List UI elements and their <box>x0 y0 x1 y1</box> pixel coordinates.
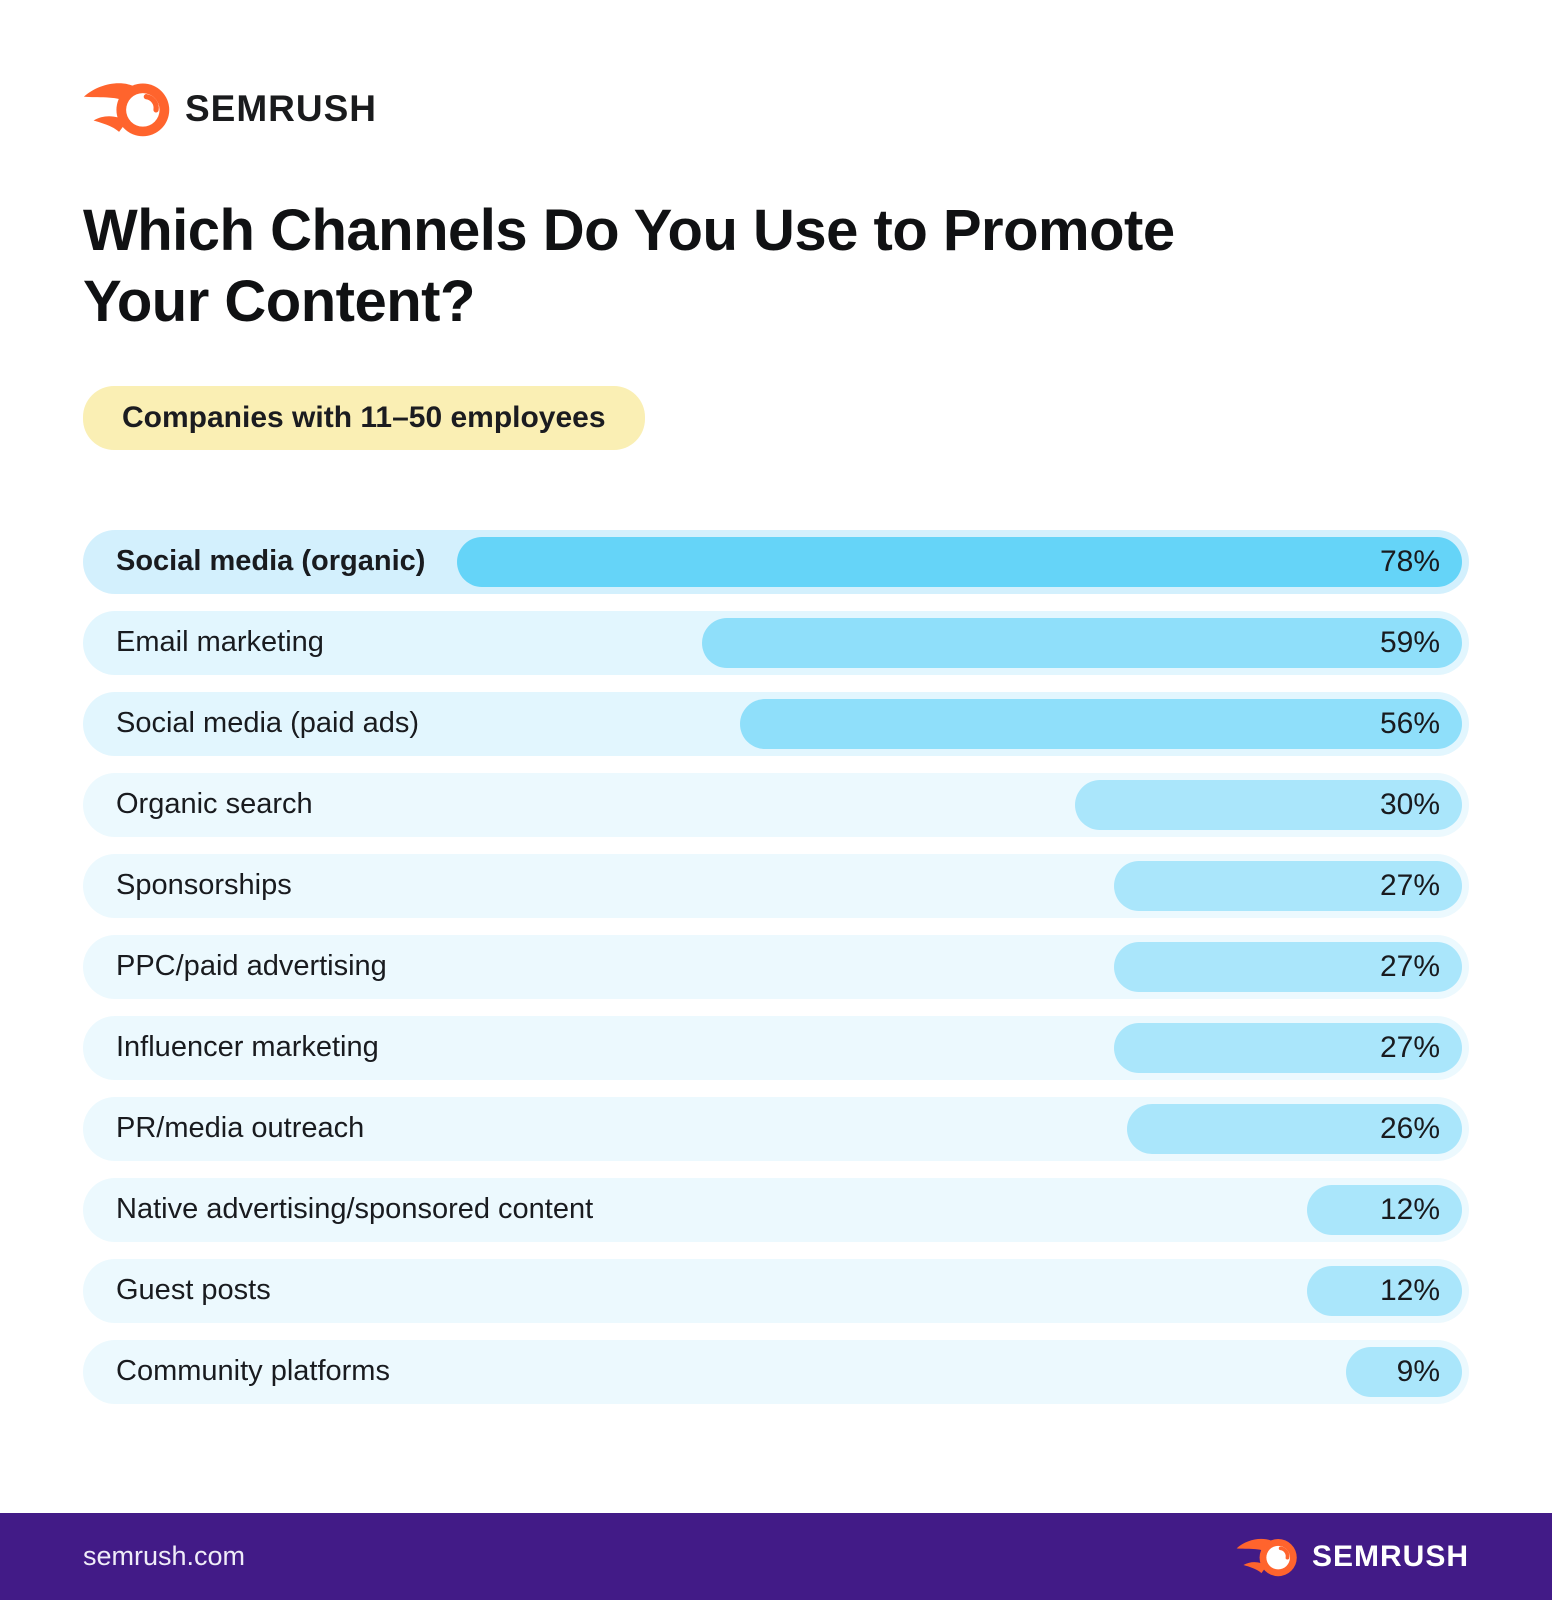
footer-semrush-logo: SEMRUSH <box>1236 1535 1469 1579</box>
bar-fill: 12% <box>1307 1184 1462 1235</box>
bar-value: 27% <box>1379 949 1440 983</box>
bar-value: 59% <box>1379 625 1440 659</box>
bar-label: Native advertising/sponsored content <box>116 1193 594 1226</box>
bar-label: Social media (paid ads) <box>116 707 420 740</box>
bar-row: Social media (paid ads) 56% <box>83 691 1469 756</box>
bar-label: Email marketing <box>116 626 324 659</box>
bar-label: Sponsorships <box>116 869 292 902</box>
bar-row: Guest posts 12% <box>83 1258 1469 1323</box>
bar-row: Native advertising/sponsored content 12% <box>83 1177 1469 1242</box>
footer-semrush-logo-text: SEMRUSH <box>1311 1539 1469 1573</box>
bar-value: 56% <box>1379 706 1440 740</box>
semrush-logo: SEMRUSH <box>83 0 1469 140</box>
bar-value: 78% <box>1379 544 1440 578</box>
bar-value: 12% <box>1379 1273 1440 1307</box>
bar-label: PR/media outreach <box>116 1112 365 1145</box>
bar-value: 27% <box>1379 868 1440 902</box>
footer-semrush-comet-icon <box>1236 1538 1297 1576</box>
bar-row: Organic search 30% <box>83 772 1469 837</box>
bar-value: 9% <box>1396 1354 1440 1388</box>
bar-row: Social media (organic) 78% <box>83 529 1469 594</box>
footer-url: semrush.com <box>83 1541 246 1571</box>
bar-row: Sponsorships 27% <box>83 853 1469 918</box>
bar-fill: 30% <box>1075 779 1462 830</box>
page-title: Which Channels Do You Use to Promote You… <box>83 198 1175 335</box>
bar-row: PR/media outreach 26% <box>83 1096 1469 1161</box>
bar-label: PPC/paid advertising <box>116 950 387 983</box>
bar-fill: 78% <box>456 536 1462 587</box>
bar-fill: 12% <box>1307 1265 1462 1316</box>
bar-fill: 56% <box>740 698 1462 749</box>
bar-chart: Social media (organic) 78% Email marketing… <box>83 529 1469 1404</box>
bar-label: Guest posts <box>116 1274 271 1307</box>
bar-row: Email marketing 59% <box>83 610 1469 675</box>
bar-row: Influencer marketing 27% <box>83 1015 1469 1080</box>
bar-value: 30% <box>1379 787 1440 821</box>
bar-label: Influencer marketing <box>116 1031 379 1064</box>
bar-value: 12% <box>1379 1192 1440 1226</box>
bar-label: Organic search <box>116 788 313 821</box>
audience-badge: Companies with 11–50 employees <box>83 385 645 450</box>
semrush-comet-icon <box>83 83 170 137</box>
bar-fill: 27% <box>1113 1022 1462 1073</box>
bar-fill: 9% <box>1346 1346 1462 1397</box>
semrush-logo-text: SEMRUSH <box>185 88 378 129</box>
bar-label: Community platforms <box>116 1355 390 1388</box>
bar-row: Community platforms 9% <box>83 1339 1469 1404</box>
bar-value: 26% <box>1379 1111 1440 1145</box>
bar-fill: 59% <box>701 617 1462 668</box>
bar-label: Social media (organic) <box>116 545 426 578</box>
bar-value: 27% <box>1379 1030 1440 1064</box>
bar-fill: 27% <box>1113 860 1462 911</box>
footer: semrush.com SEMRUSH <box>0 1513 1552 1600</box>
bar-fill: 26% <box>1126 1103 1462 1154</box>
bar-row: PPC/paid advertising 27% <box>83 934 1469 999</box>
audience-badge-label: Companies with 11–50 employees <box>122 400 606 434</box>
infographic-page: SEMRUSH Which Channels Do You Use to Pro… <box>83 0 1469 1404</box>
bar-fill: 27% <box>1113 941 1462 992</box>
